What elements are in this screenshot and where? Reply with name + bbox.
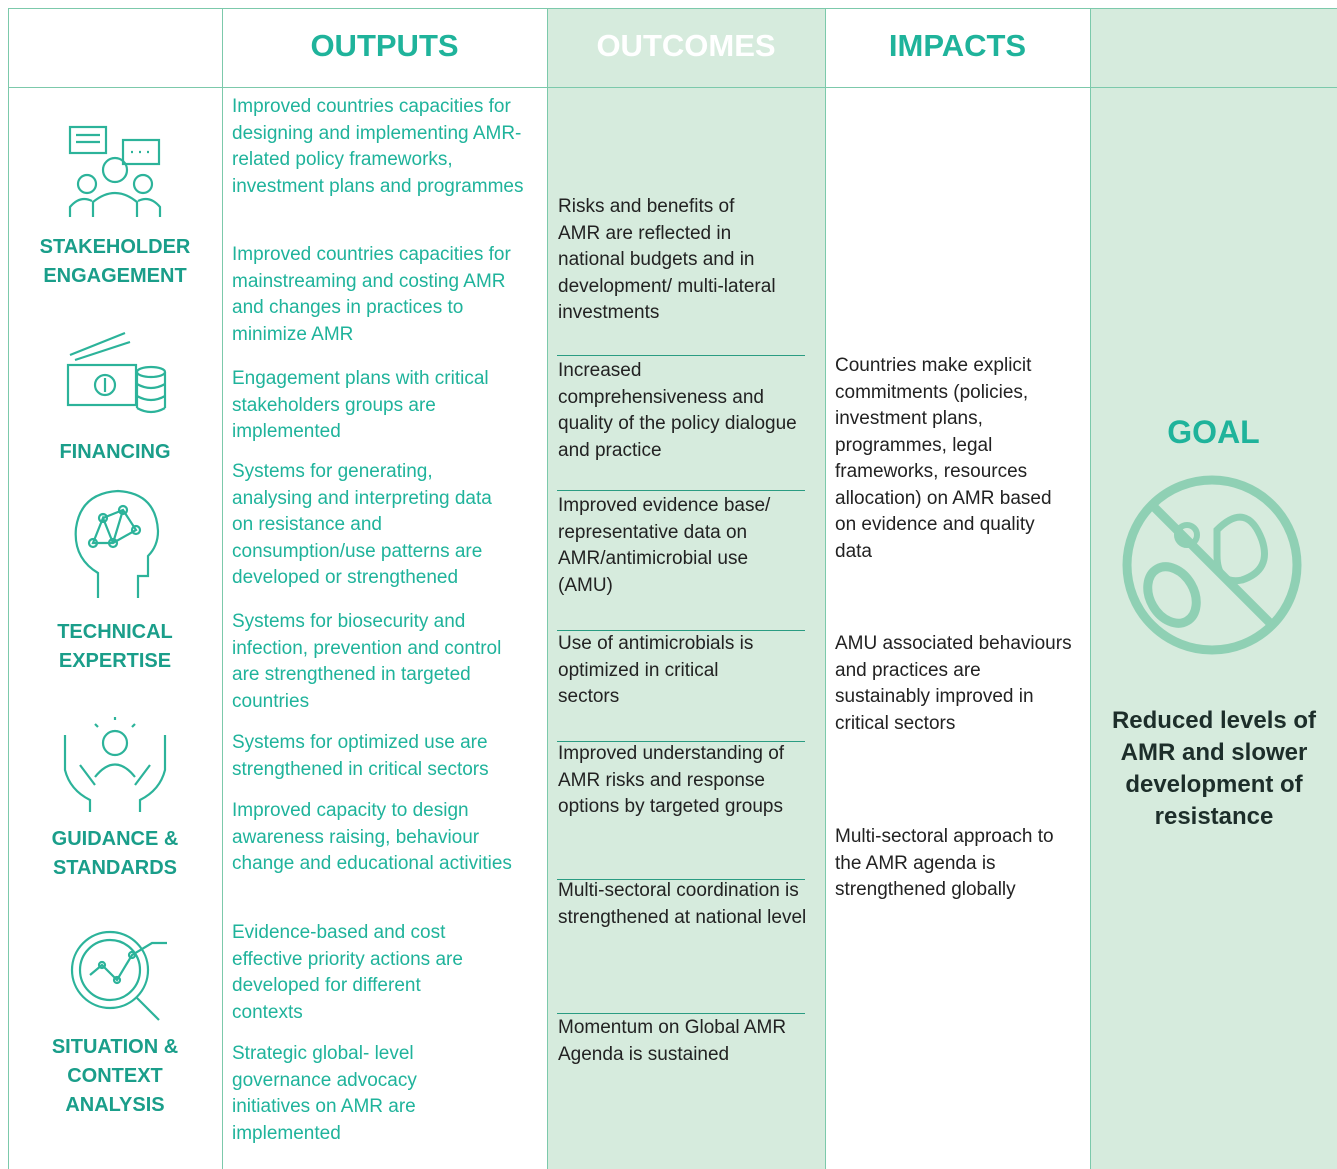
output-item: Systems for biosecurity and infection, p…	[232, 611, 502, 712]
column-header: OUTCOMES	[596, 28, 776, 63]
col-border	[1090, 8, 1091, 1169]
goal-icon	[1122, 475, 1302, 655]
col-border	[8, 8, 9, 1169]
outcomes-bg	[547, 8, 825, 1169]
goal-text: Reduced levels of AMR and slower develop…	[1111, 707, 1317, 830]
col-border	[222, 8, 223, 1169]
separator	[557, 355, 805, 356]
impact-item: Multi-sectoral approach to the AMR agend…	[835, 826, 1054, 900]
outcome-item: Risks and benefits of AMR are reflected …	[558, 196, 776, 323]
output-item: Improved countries capacities for mainst…	[232, 244, 511, 345]
outcome-item: Improved understanding of AMR risks and …	[558, 743, 785, 817]
output-item: Improved capacity to design awareness ra…	[232, 800, 512, 874]
separator	[557, 879, 805, 880]
column-header: IMPACTS	[888, 28, 1027, 63]
output-item: Evidence-based and cost effective priori…	[232, 922, 463, 1023]
impact-item: AMU associated behaviours and practices …	[835, 633, 1072, 734]
row-label: STAKEHOLDER ENGAGEMENT	[39, 236, 191, 287]
outcome-item: Use of antimicrobials is optimized in cr…	[558, 633, 754, 707]
stakeholder-icon	[68, 125, 162, 217]
output-item: Improved countries capacities for design…	[232, 96, 524, 197]
separator	[557, 490, 805, 491]
row-label: TECHNICAL EXPERTISE	[57, 621, 173, 672]
outcome-item: Increased comprehensiveness and quality …	[558, 360, 797, 461]
guidance-icon	[63, 717, 167, 812]
goal-title: GOAL	[1167, 414, 1260, 450]
outcome-item: Improved evidence base/ representative d…	[558, 495, 771, 596]
top-border	[8, 8, 1337, 9]
header-border	[8, 87, 1337, 88]
outcome-item: Momentum on Global AMR Agenda is sustain…	[558, 1017, 787, 1065]
row-label: SITUATION & CONTEXT ANALYSIS	[51, 1036, 179, 1116]
impact-item: Countries make explicit commitments (pol…	[835, 355, 1052, 562]
column-header: OUTPUTS	[310, 28, 459, 63]
row-label: GUIDANCE & STANDARDS	[51, 828, 179, 879]
output-item: Engagement plans with critical stakehold…	[232, 368, 489, 442]
output-item: Systems for optimized use are strengthen…	[232, 732, 489, 780]
output-item: Systems for generating, analysing and in…	[232, 461, 492, 588]
financing-icon	[66, 331, 167, 414]
separator	[557, 630, 805, 631]
situation-icon	[70, 930, 167, 1021]
row-label: FINANCING	[59, 441, 171, 463]
separator	[557, 741, 805, 742]
technical-icon	[74, 489, 160, 598]
outcome-item: Multi-sectoral coordination is strengthe…	[558, 880, 807, 928]
separator	[557, 1013, 805, 1014]
col-border	[547, 8, 548, 1169]
col-border	[825, 8, 826, 1169]
output-item: Strategic global- level governance advoc…	[232, 1043, 417, 1144]
